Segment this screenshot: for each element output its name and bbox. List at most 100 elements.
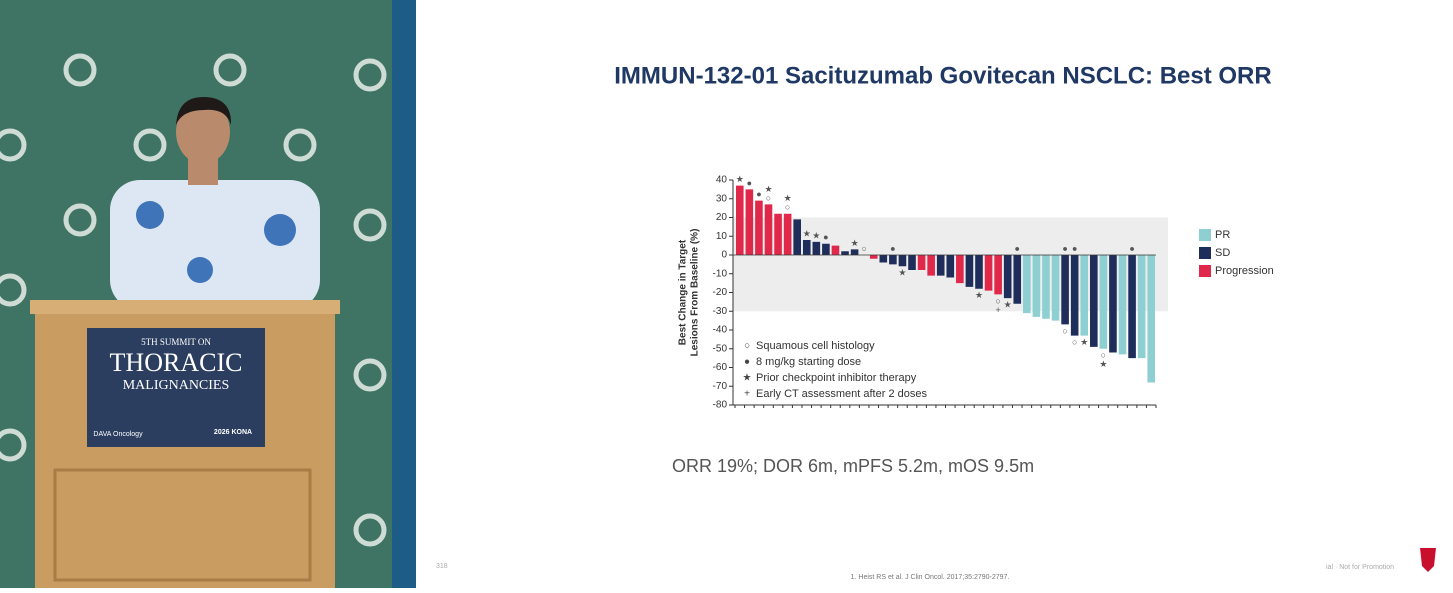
y-tick-label: -80 xyxy=(713,400,728,411)
chart: -80 -70 -60 -50 -40 -30 -20 -10 0 10 20 30 40 Best Ch… xyxy=(678,174,1274,411)
slide-summary: ORR 19%; DOR 6m, mPFS 5.2m, mOS 9.5m xyxy=(672,456,1034,476)
annotation-symbol: ● xyxy=(744,357,750,368)
bar xyxy=(1109,255,1117,353)
marker: ★ xyxy=(812,230,820,240)
marker: ○ xyxy=(766,193,771,203)
company-logo xyxy=(1420,548,1436,572)
bar xyxy=(917,255,926,270)
marker: ○ xyxy=(785,202,790,212)
y-tick-label: -70 xyxy=(713,381,728,392)
legend-label: PR xyxy=(1215,229,1230,241)
podium xyxy=(30,300,340,588)
bar xyxy=(812,241,821,255)
marker: ○ xyxy=(995,296,1000,306)
marker: ○ xyxy=(1062,326,1067,336)
y-tick-label: -50 xyxy=(713,343,728,354)
slide-title: IMMUN-132-01 Sacituzumab Govitecan NSCLC… xyxy=(614,62,1271,89)
bar xyxy=(822,243,830,255)
frame-strip xyxy=(392,0,416,588)
bar xyxy=(1051,255,1060,321)
bar xyxy=(1023,255,1031,314)
y-tick-label: 30 xyxy=(716,193,728,204)
bar xyxy=(783,213,792,255)
annotation-label: Prior checkpoint inhibitor therapy xyxy=(756,372,917,384)
y-tick-label: 10 xyxy=(716,231,728,242)
y-tick-label: -30 xyxy=(713,306,728,317)
podium-title: THORACIC xyxy=(110,348,243,377)
bar xyxy=(793,219,801,255)
y-tick-label: 20 xyxy=(716,212,728,223)
bar xyxy=(1061,255,1069,325)
bar xyxy=(1118,255,1127,355)
bar xyxy=(1070,255,1079,336)
podium-sponsor: DAVA Oncology xyxy=(93,431,143,438)
bar xyxy=(831,245,840,255)
marker: ○ xyxy=(1072,337,1077,347)
bar xyxy=(850,249,859,255)
marker: ★ xyxy=(736,174,744,184)
marker: ★ xyxy=(803,228,811,238)
bar xyxy=(1128,255,1136,359)
bar xyxy=(869,255,878,259)
bar xyxy=(975,255,983,289)
bar xyxy=(1003,255,1012,299)
legend-label: SD xyxy=(1215,247,1230,259)
bar xyxy=(879,255,888,263)
marker: ○ xyxy=(1101,350,1106,360)
marker: ★ xyxy=(1080,337,1088,347)
legend-swatch xyxy=(1199,247,1211,259)
bar xyxy=(1032,255,1041,317)
bar xyxy=(745,189,754,255)
y-tick-label: 0 xyxy=(721,250,727,261)
legend-label: Progression xyxy=(1215,265,1274,277)
bar xyxy=(1042,255,1050,319)
marker: ★ xyxy=(851,238,859,248)
y-tick-label: -60 xyxy=(713,362,728,373)
y-axis-label: Best Change in Target xyxy=(678,239,689,345)
bar xyxy=(774,213,782,255)
bar xyxy=(802,240,811,255)
slide-reference: 1. Heist RS et al. J Clin Oncol. 2017;35… xyxy=(851,574,1010,581)
y-tick-label: 40 xyxy=(716,175,728,186)
annotation-label: Early CT assessment after 2 doses xyxy=(756,388,927,400)
podium-subtitle: MALIGNANCIES xyxy=(123,378,230,393)
bar xyxy=(1099,255,1108,349)
slide-footer: ial · Not for Promotion xyxy=(1326,564,1394,571)
marker: ○ xyxy=(861,243,866,253)
y-tick-label: -20 xyxy=(713,287,728,298)
bar xyxy=(1090,255,1098,347)
bar xyxy=(927,255,935,276)
bar xyxy=(898,255,907,267)
annotation-symbol: + xyxy=(744,389,750,400)
backdrop-logos xyxy=(0,53,387,547)
bar xyxy=(984,255,993,291)
marker: ★ xyxy=(784,193,792,203)
marker: ● xyxy=(1072,243,1077,253)
bar xyxy=(841,251,849,255)
bar xyxy=(889,255,897,265)
podium-edition: 5TH SUMMIT ON xyxy=(141,337,211,347)
bar xyxy=(755,200,763,255)
legend-swatch xyxy=(1199,229,1211,241)
marker: + xyxy=(995,305,1000,315)
marker: ★ xyxy=(975,290,983,300)
marker: ● xyxy=(1015,243,1020,253)
marker: ★ xyxy=(1004,300,1012,310)
bar xyxy=(1137,255,1146,359)
legend-swatch xyxy=(1199,265,1211,277)
bar xyxy=(908,255,916,270)
marker: ● xyxy=(747,178,752,188)
marker: ★ xyxy=(764,184,772,194)
bar xyxy=(1147,255,1156,383)
bar xyxy=(1080,255,1089,336)
y-tick-label: -40 xyxy=(713,325,728,336)
annotation-symbol: ○ xyxy=(744,341,750,352)
marker: ● xyxy=(1062,243,1067,253)
annotation-label: 8 mg/kg starting dose xyxy=(756,356,861,368)
bar xyxy=(1013,255,1022,304)
y-axis-label: Lesions From Baseline (%) xyxy=(690,229,701,357)
marker: ● xyxy=(823,232,828,242)
podium-event: 2026 KONA xyxy=(214,429,252,436)
bar xyxy=(764,204,773,255)
